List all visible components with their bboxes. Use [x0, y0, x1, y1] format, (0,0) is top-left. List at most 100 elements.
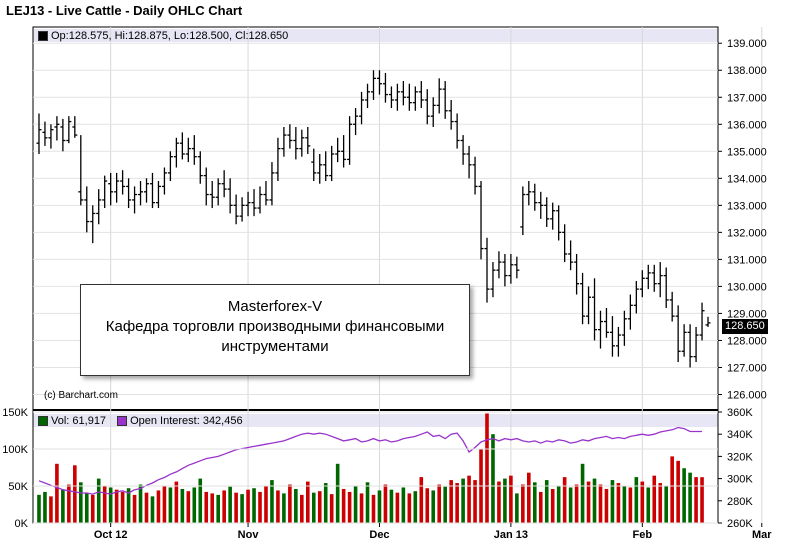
open-interest-line — [38, 426, 702, 495]
ohlc-bar-24 — [179, 132, 185, 160]
price-tick-label-12: 138.000 — [727, 65, 767, 77]
volume-bar-66 — [431, 490, 436, 523]
volume-bar-109 — [688, 472, 692, 523]
ohlc-bar-44 — [299, 129, 305, 157]
x-tick-label-2: Dec — [369, 529, 389, 541]
volume-bar-23 — [174, 481, 179, 523]
oi-legend-swatch — [117, 416, 128, 426]
volume-bar-55 — [365, 482, 370, 523]
ohlc-bar-97 — [615, 326, 621, 357]
volume-bar-92 — [586, 481, 591, 523]
oi-tick-label-2: 300K — [727, 474, 753, 486]
ohlc-bar-112 — [705, 316, 711, 327]
volume-bar-83 — [532, 482, 537, 523]
ohlc-bar-100 — [633, 281, 639, 314]
volume-bar-77 — [497, 481, 501, 523]
ohlc-bar-62 — [406, 83, 412, 111]
ohlc-bar-53 — [353, 108, 359, 136]
ohlc-bar-19 — [149, 172, 155, 209]
ohlc-bar-92 — [586, 286, 592, 325]
volume-bar-106 — [670, 456, 674, 523]
volume-bar-44 — [300, 494, 304, 523]
ohlc-bar-48 — [323, 151, 329, 182]
oi-tick-label-3: 320K — [727, 451, 753, 463]
volume-bar-11 — [102, 486, 107, 523]
watermark-line-2: Кафедра торговли производными финансовым… — [105, 318, 445, 335]
ohlc-bar-72 — [466, 145, 472, 179]
volume-bar-9 — [90, 494, 95, 523]
price-tick-label-2: 128.000 — [727, 335, 767, 347]
ohlc-bar-25 — [185, 137, 191, 163]
ohlc-bar-56 — [371, 70, 376, 100]
ohlc-bar-41 — [281, 126, 287, 157]
ohlc-bar-94 — [597, 310, 603, 349]
ohlc-bar-98 — [621, 310, 627, 346]
copyright-text: (c) Barchart.com — [44, 390, 118, 401]
volume-bar-51 — [341, 488, 346, 523]
ohlc-bar-6 — [72, 116, 78, 138]
ohlc-bar-83 — [532, 183, 538, 211]
ohlc-bar-57 — [376, 70, 382, 95]
ohlc-bar-16 — [132, 186, 138, 214]
price-tick-label-0: 126.000 — [727, 389, 767, 401]
ohlc-bar-39 — [269, 162, 275, 206]
volume-bar-49 — [329, 494, 334, 523]
volume-bar-84 — [538, 491, 543, 523]
ohlc-bar-34 — [239, 197, 245, 222]
volume-bar-63 — [413, 491, 418, 523]
ohlc-bar-104 — [657, 262, 663, 298]
volume-bar-104 — [658, 483, 663, 523]
vol-tick-label-0: 0K — [15, 518, 29, 530]
ohlc-bar-79 — [508, 253, 514, 284]
ohlc-bar-105 — [663, 267, 669, 309]
ohlc-bar-23 — [173, 137, 179, 168]
volume-bar-108 — [682, 468, 686, 523]
volume-bar-111 — [700, 477, 704, 523]
price-tick-label-13: 139.000 — [727, 38, 767, 50]
volume-bar-99 — [628, 487, 633, 523]
ohlc-bar-46 — [311, 148, 317, 182]
volume-bar-46 — [311, 492, 316, 523]
price-header-band — [33, 29, 718, 42]
volume-bar-14 — [120, 491, 125, 523]
volume-bar-30 — [216, 494, 220, 523]
volume-bar-25 — [186, 491, 191, 523]
volume-bar-2 — [49, 496, 53, 523]
volume-bar-22 — [168, 487, 173, 523]
price-tick-label-7: 133.000 — [727, 200, 767, 212]
oi-tick-label-4: 340K — [727, 429, 753, 441]
ohlc-bar-67 — [436, 78, 442, 114]
volume-bar-0 — [37, 494, 41, 523]
ohlc-bar-40 — [275, 137, 281, 182]
ohlc-bar-36 — [251, 189, 257, 217]
volume-bar-26 — [192, 487, 197, 523]
watermark-line-3: инструментами — [221, 338, 329, 355]
volume-bar-65 — [425, 488, 430, 523]
vol-tick-label-3: 150K — [2, 407, 28, 419]
ohlc-bars — [36, 70, 711, 368]
volume-bar-56 — [371, 494, 376, 523]
ohlc-bar-32 — [227, 178, 233, 214]
ohlc-bar-59 — [388, 86, 394, 109]
date-axis: Oct 12 Nov Dec Jan 13 Feb Mar — [94, 523, 772, 541]
price-tick-label-8: 134.000 — [727, 173, 767, 185]
volume-bar-17 — [138, 484, 143, 523]
x-tick-label-4: Feb — [633, 529, 653, 541]
volume-bar-47 — [317, 491, 322, 523]
ohlc-bar-27 — [197, 151, 203, 184]
ohlc-bar-102 — [645, 264, 651, 290]
ohlc-bar-86 — [550, 202, 556, 230]
volume-bar-86 — [550, 488, 555, 523]
volume-bar-95 — [604, 488, 609, 523]
volume-bar-45 — [305, 481, 310, 523]
ohlc-bar-28 — [203, 167, 209, 206]
chart-frame — [32, 26, 719, 524]
ohlc-bar-43 — [293, 126, 299, 160]
volume-bar-43 — [294, 488, 298, 523]
ohlc-bar-30 — [215, 178, 221, 206]
volume-bar-33 — [234, 492, 238, 523]
volume-bar-93 — [592, 478, 597, 523]
volume-bar-13 — [114, 489, 119, 523]
volume-bar-81 — [521, 484, 525, 523]
x-tick-label-0: Oct 12 — [94, 529, 128, 541]
